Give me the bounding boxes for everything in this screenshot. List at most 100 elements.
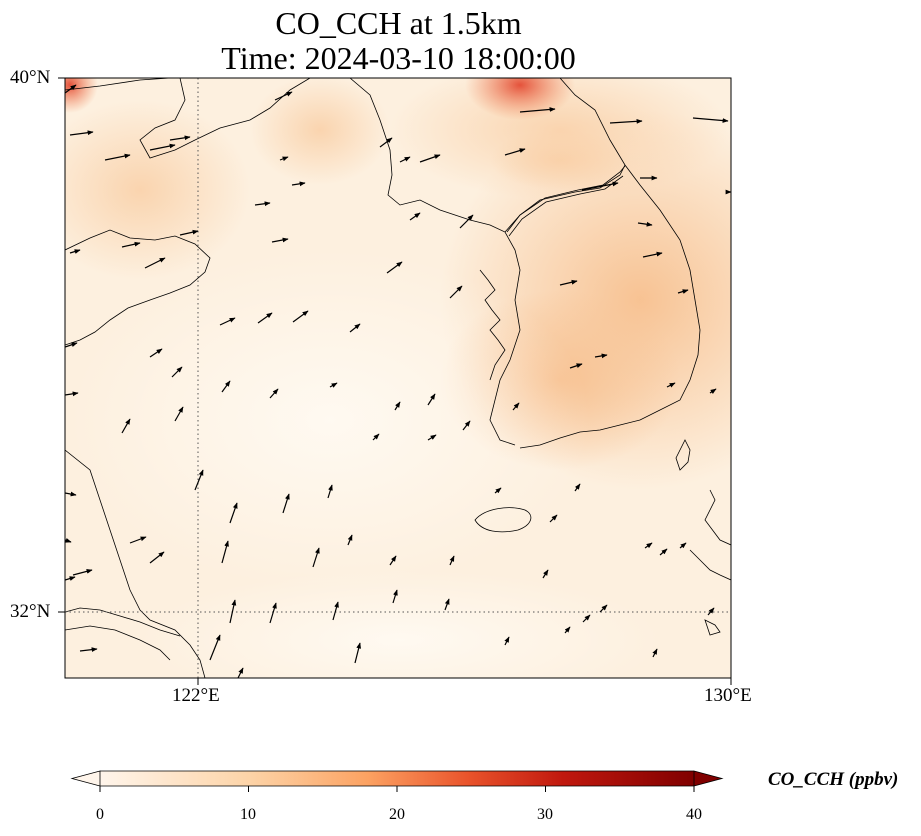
wind-arrow [569,363,583,369]
wind-arrow [392,589,398,604]
liaodong-peninsula [349,78,521,446]
wind-arrow [209,634,221,661]
wind-arrow [594,353,608,359]
wind-arrow [271,237,289,243]
wind-arrow [229,502,238,524]
wind-arrow [65,391,79,397]
wind-arrow [637,221,653,227]
border-line [506,165,626,237]
colorbar-tick-20: 20 [389,806,405,823]
wind-arrow [659,548,668,556]
lat-label-32n: 32°N [10,601,51,622]
jeju-island [474,507,532,533]
wind-arrow [257,312,273,324]
wind-arrow [519,107,556,113]
wind-arrow [347,534,353,546]
wind-arrow [677,289,689,294]
wind-arrow [269,388,279,399]
wind-arrow [512,402,520,411]
wind-arrow [419,154,441,163]
wind-arrow [237,667,244,678]
wind-arrow [354,642,362,664]
lat-label-40n: 40°N [10,67,51,88]
wind-arrow [559,279,578,286]
wind-arrow [444,598,450,611]
colorbar-max-extend [693,770,724,787]
wind-arrow [221,380,231,393]
wind-arrow [121,241,141,248]
wind-arrow [609,118,643,124]
wind-arrow [327,484,333,499]
wind-arrow [642,251,663,258]
wind-arrow [121,418,131,434]
lon-label-122e: 122°E [172,685,220,706]
wind-arrow [504,148,526,156]
wind-arrow [379,137,393,148]
kyushu-coast [689,489,731,636]
wind-arrow [169,135,191,141]
wind-arrow [564,626,571,634]
co-concentration-field [65,78,731,678]
wind-arrow [399,156,411,163]
wind-arrow [149,348,163,358]
wind-vectors [65,84,731,678]
wind-arrow [171,366,183,378]
wind-arrow [194,469,204,491]
wind-arrow [692,117,729,123]
wind-arrow [389,555,397,566]
colorbar-min-extend [70,770,101,787]
wind-arrow [709,388,717,394]
china-mainland-coast [65,229,211,346]
korea-east-coast [519,78,701,449]
lon-label-130e: 130°E [704,685,752,706]
wind-arrow [644,542,653,549]
wind-arrow [69,249,81,254]
wind-arrow [329,382,338,388]
colorbar-tick-30: 30 [537,806,553,823]
colorbar-label: CO_CCH (ppbv) [768,769,899,790]
gridlines [65,78,731,678]
wind-arrow [65,576,76,581]
tsushima [675,439,691,471]
wind-arrow [221,540,229,564]
map-title: CO_CCH at 1.5km [275,5,522,41]
wind-arrow [254,201,271,207]
wind-arrow [65,84,77,94]
wind-arrow [69,130,94,136]
wind-arrow [179,229,199,236]
wind-arrow [542,569,549,579]
wind-arrow [291,181,306,187]
wind-arrow [269,602,277,624]
shandong-coast [65,449,206,678]
colorbar-tick-0: 0 [96,806,104,823]
wind-arrow [679,542,687,549]
korea-west-islands [479,269,506,381]
wind-arrow [409,212,421,221]
wind-arrow [79,647,98,653]
coastlines [65,78,731,678]
yangtze-estuary [65,607,181,661]
wind-arrow [332,601,339,621]
wind-arrow [65,491,77,497]
wind-arrow [229,599,237,624]
wind-arrow [349,323,361,333]
wind-arrow [707,607,715,616]
wind-arrow [129,536,147,544]
wind-arrow [292,310,309,323]
map-subtitle: Time: 2024-03-10 18:00:00 [221,40,576,76]
wind-arrow [219,317,236,326]
wind-arrow [574,483,581,492]
wind-arrow [386,261,403,274]
colorbar-tick-10: 10 [240,806,256,823]
wind-arrow [599,604,608,613]
wind-arrow [312,547,320,568]
colorbar-ticks [99,786,695,792]
wind-arrow [449,285,463,299]
wind-arrow [274,91,293,101]
wind-arrow [65,538,72,543]
wind-arrow [449,555,455,566]
wind-arrow [279,156,289,162]
wind-arrow [149,143,176,151]
wind-arrow [394,401,401,411]
